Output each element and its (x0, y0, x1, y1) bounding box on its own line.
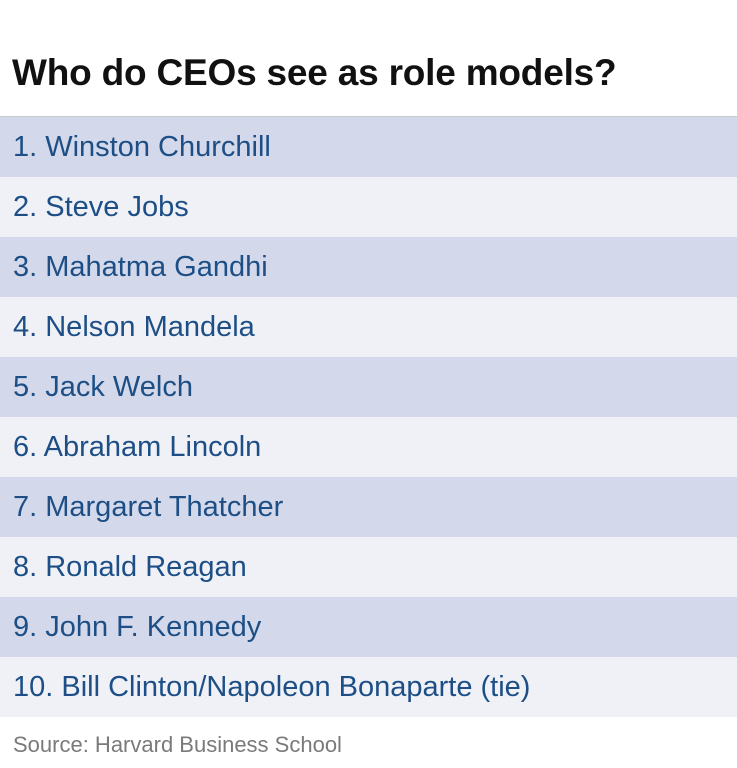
list-item: 4. Nelson Mandela (0, 297, 737, 357)
list-item: 3. Mahatma Gandhi (0, 237, 737, 297)
page-title: Who do CEOs see as role models? (12, 52, 617, 93)
list-item: 7. Margaret Thatcher (0, 477, 737, 537)
ranked-list: 1. Winston Churchill 2. Steve Jobs 3. Ma… (0, 116, 737, 717)
list-item: 5. Jack Welch (0, 357, 737, 417)
list-item: 8. Ronald Reagan (0, 537, 737, 597)
list-item: 2. Steve Jobs (0, 177, 737, 237)
list-item: 9. John F. Kennedy (0, 597, 737, 657)
list-item: 1. Winston Churchill (0, 117, 737, 177)
list-item: 10. Bill Clinton/Napoleon Bonaparte (tie… (0, 657, 737, 717)
source-note: Source: Harvard Business School (13, 732, 342, 757)
list-item: 6. Abraham Lincoln (0, 417, 737, 477)
